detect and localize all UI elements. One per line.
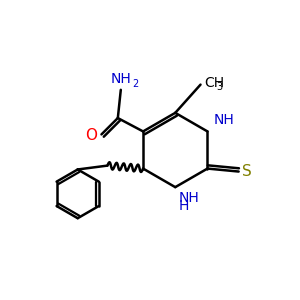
Text: H: H [179,199,189,213]
Text: NH: NH [179,191,200,205]
Text: S: S [242,164,252,179]
Text: CH: CH [204,76,224,90]
Text: 2: 2 [133,79,139,89]
Text: NH: NH [110,72,131,86]
Text: NH: NH [214,113,235,127]
Text: O: O [85,128,97,143]
Text: 3: 3 [216,82,222,92]
